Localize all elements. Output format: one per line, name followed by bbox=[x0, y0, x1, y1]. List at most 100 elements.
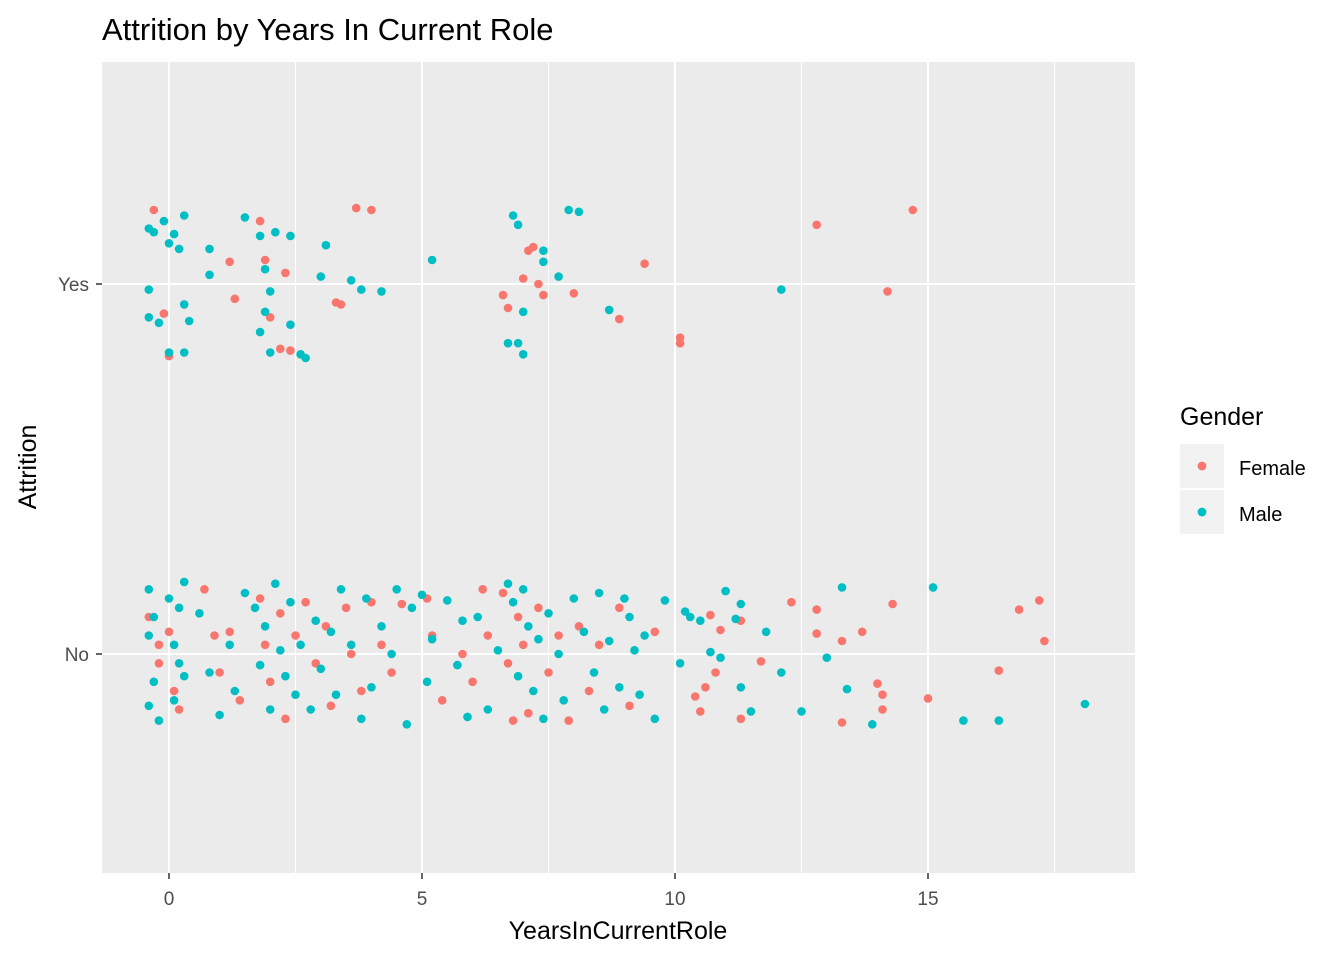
point-female-81 bbox=[690, 692, 700, 701]
data-points bbox=[144, 203, 1090, 729]
point-female-24 bbox=[640, 259, 649, 269]
point-female-38 bbox=[215, 668, 224, 677]
point-male-94 bbox=[443, 596, 452, 605]
legend-swatch-female bbox=[1197, 461, 1207, 471]
point-male-49 bbox=[144, 631, 154, 640]
point-male-24 bbox=[255, 327, 265, 337]
point-female-61 bbox=[458, 649, 467, 659]
point-male-71 bbox=[276, 646, 285, 655]
point-male-83 bbox=[357, 714, 366, 724]
point-male-13 bbox=[179, 348, 189, 357]
point-female-93 bbox=[837, 636, 847, 646]
point-male-30 bbox=[346, 276, 356, 285]
point-male-114 bbox=[589, 668, 599, 677]
point-male-63 bbox=[225, 640, 234, 650]
point-male-57 bbox=[179, 671, 189, 681]
point-male-58 bbox=[169, 696, 179, 705]
point-male-139 bbox=[797, 707, 806, 716]
x-tick-label-0: 0 bbox=[164, 889, 175, 910]
point-male-3 bbox=[169, 229, 179, 239]
x-axis-title: YearsInCurrentRole bbox=[509, 917, 728, 945]
point-male-37 bbox=[539, 257, 548, 267]
point-male-59 bbox=[179, 577, 189, 587]
point-male-108 bbox=[539, 714, 548, 724]
point-male-23 bbox=[286, 320, 295, 330]
point-male-110 bbox=[554, 649, 563, 659]
point-female-70 bbox=[524, 708, 533, 718]
point-male-92 bbox=[422, 677, 432, 687]
point-female-49 bbox=[321, 622, 331, 631]
point-male-124 bbox=[650, 714, 660, 724]
point-male-122 bbox=[635, 690, 644, 699]
point-female-12 bbox=[336, 300, 346, 309]
point-male-54 bbox=[174, 603, 184, 613]
point-female-50 bbox=[326, 701, 336, 711]
point-male-109 bbox=[544, 609, 553, 618]
point-male-112 bbox=[569, 594, 579, 603]
point-male-39 bbox=[503, 338, 513, 348]
point-male-16 bbox=[240, 213, 250, 222]
point-male-35 bbox=[513, 220, 523, 230]
point-female-6 bbox=[260, 255, 270, 265]
point-female-3 bbox=[225, 257, 234, 267]
point-female-39 bbox=[225, 627, 234, 637]
point-male-43 bbox=[574, 207, 584, 217]
point-female-14 bbox=[367, 205, 376, 215]
point-male-136 bbox=[746, 707, 756, 716]
point-female-95 bbox=[857, 627, 867, 637]
point-male-69 bbox=[265, 705, 275, 714]
point-male-64 bbox=[230, 686, 240, 696]
point-male-61 bbox=[205, 668, 214, 677]
point-female-91 bbox=[812, 605, 821, 614]
point-female-48 bbox=[311, 659, 321, 668]
point-male-88 bbox=[392, 585, 402, 594]
point-female-32 bbox=[164, 627, 174, 637]
point-male-8 bbox=[144, 313, 154, 322]
point-male-68 bbox=[260, 622, 270, 631]
point-male-65 bbox=[240, 588, 250, 598]
point-male-91 bbox=[417, 590, 427, 600]
point-female-37 bbox=[210, 631, 219, 640]
point-male-27 bbox=[301, 353, 310, 363]
point-male-41 bbox=[518, 350, 528, 359]
legend-swatch-male bbox=[1197, 507, 1207, 517]
point-male-6 bbox=[174, 244, 184, 254]
point-male-75 bbox=[296, 640, 305, 650]
point-female-17 bbox=[518, 274, 528, 283]
point-male-98 bbox=[473, 612, 483, 622]
point-male-55 bbox=[169, 640, 179, 650]
point-male-17 bbox=[255, 231, 265, 241]
point-male-67 bbox=[255, 660, 265, 670]
point-male-76 bbox=[306, 705, 316, 714]
point-female-98 bbox=[878, 705, 887, 714]
point-male-31 bbox=[357, 285, 366, 294]
point-male-72 bbox=[281, 671, 290, 681]
point-female-19 bbox=[529, 242, 538, 252]
point-male-22 bbox=[260, 307, 270, 317]
point-male-44 bbox=[554, 272, 563, 281]
point-female-26 bbox=[675, 338, 685, 348]
point-female-100 bbox=[923, 694, 933, 703]
x-tick-label-3: 15 bbox=[917, 889, 938, 910]
point-female-23 bbox=[615, 314, 624, 324]
point-male-70 bbox=[271, 579, 280, 588]
legend-label-female: Female bbox=[1239, 458, 1306, 480]
point-female-74 bbox=[564, 716, 573, 725]
point-female-96 bbox=[873, 679, 882, 688]
point-male-66 bbox=[250, 603, 260, 613]
point-female-29 bbox=[908, 205, 918, 215]
point-female-89 bbox=[756, 657, 766, 666]
point-male-118 bbox=[615, 683, 624, 692]
grid-minor-lines bbox=[295, 62, 1055, 873]
point-female-20 bbox=[534, 279, 543, 289]
point-male-45 bbox=[604, 305, 614, 315]
point-female-62 bbox=[468, 677, 477, 687]
point-female-57 bbox=[397, 599, 407, 609]
point-female-28 bbox=[883, 287, 892, 296]
point-male-104 bbox=[518, 585, 528, 594]
point-female-51 bbox=[341, 603, 351, 613]
y-axis-title: Attrition bbox=[14, 425, 42, 510]
point-male-117 bbox=[604, 636, 614, 646]
point-female-31 bbox=[154, 640, 164, 650]
legend-title: Gender bbox=[1180, 403, 1263, 431]
